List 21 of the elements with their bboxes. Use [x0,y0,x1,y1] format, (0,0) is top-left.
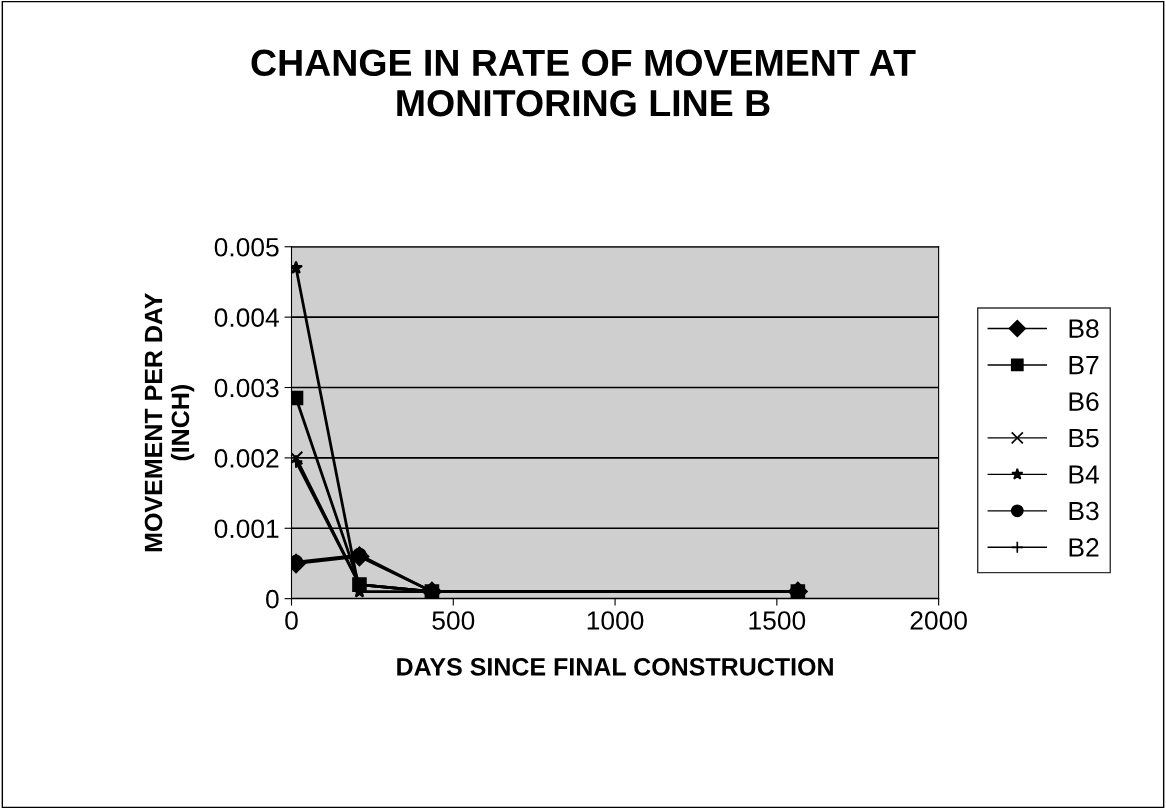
y-tick-label: 0.001 [214,519,279,539]
y-tick-label: 0.005 [214,237,279,257]
x-tick-label: 500 [432,611,475,630]
y-axis-title: MOVEMENT PER DAY (INCH) [144,292,195,552]
y-tick-label: 0 [266,589,279,609]
y-tick-label: 0.002 [214,449,279,468]
y-tick-label: 0.004 [214,308,279,327]
x-axis-title: DAYS SINCE FINAL CONSTRUCTION [397,657,833,676]
y-tick-label: 0.003 [214,378,279,398]
x-tick-label: 0 [285,611,298,630]
x-tick-label: 1000 [587,611,644,630]
legend-label: B3 [1069,501,1099,521]
legend-label: B5 [1069,428,1099,448]
legend-label: B6 [1069,392,1099,411]
legend-label: B2 [1069,538,1099,557]
x-tick-label: 2000 [910,611,967,630]
x-tick-label: 1500 [749,611,806,630]
legend-label: B8 [1069,319,1099,338]
legend-label: B4 [1069,465,1099,484]
legend-label: B7 [1069,356,1099,375]
chart-title: CHANGE IN RATE OF MOVEMENT AT MONITORING LINE B [251,49,916,117]
